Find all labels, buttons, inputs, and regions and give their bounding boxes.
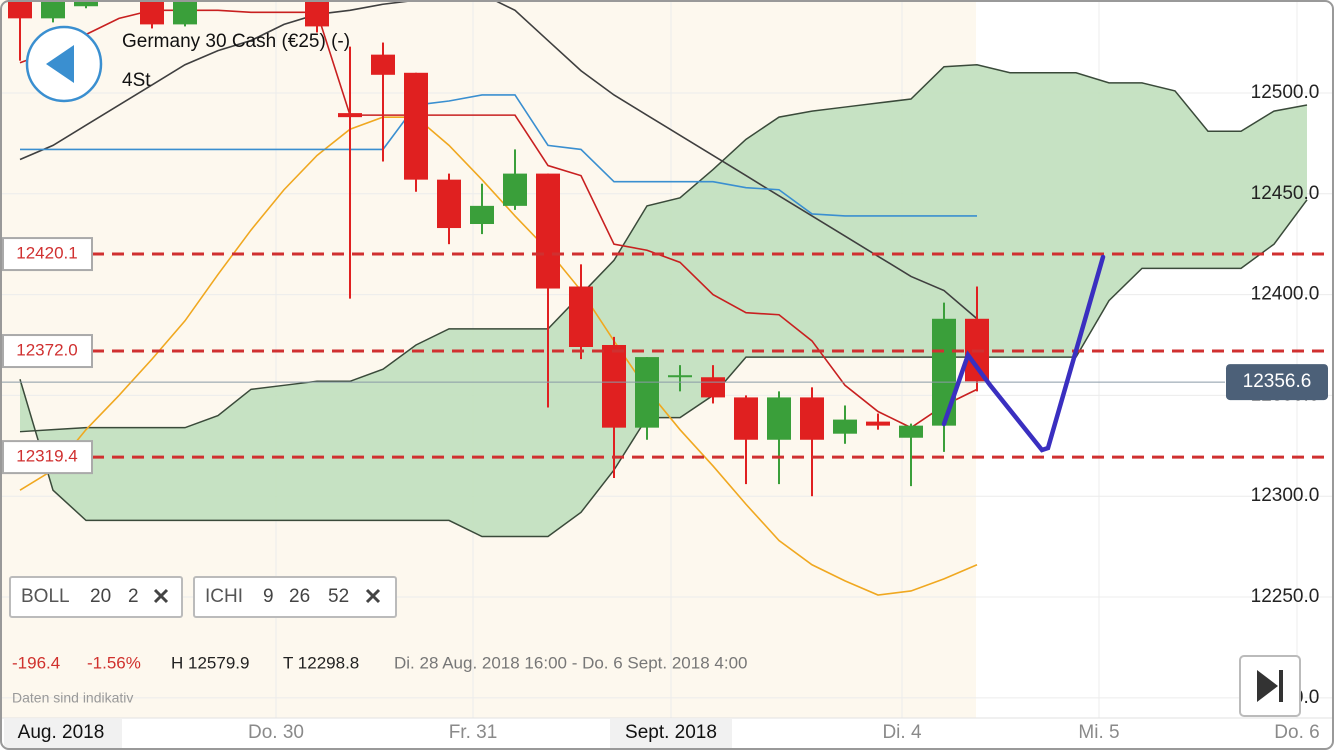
candle-body (140, 0, 164, 25)
candle-body (470, 205, 494, 225)
chip-param: 52 (328, 586, 349, 607)
indicator-chip[interactable]: ICHI 9 26 52 (193, 576, 397, 618)
chip-box (193, 576, 397, 618)
candle-body (338, 113, 362, 118)
jump-icon-bar (1279, 670, 1283, 702)
month-label: Aug. 2018 (18, 722, 105, 743)
chip-param: 9 (263, 586, 274, 607)
chip-param: 2 (128, 586, 139, 607)
user-drawing[interactable] (941, 254, 1106, 453)
x-tick-label: Do. 6 (1274, 722, 1319, 743)
indicator-line (20, 94, 977, 217)
month-label-box (4, 719, 122, 748)
chip-param: 20 (90, 586, 111, 607)
level-label: 12319.4 (16, 447, 77, 466)
level-label-box (2, 334, 93, 369)
instrument-title: Germany 30 Cash (€25) (-) (122, 31, 350, 52)
level-label: 12420.1 (16, 244, 77, 263)
ichimoku-cloud (20, 64, 1307, 537)
change-percent: -1.56% (87, 653, 141, 672)
change: -196.4 (12, 653, 60, 672)
candle-body (899, 425, 923, 438)
level-label-box (2, 440, 93, 475)
chip-close[interactable] (153, 588, 169, 604)
candle-body (536, 173, 560, 289)
timeframe[interactable]: 4St (122, 70, 151, 91)
cloud-layer (19, 63, 1308, 538)
y-tick-label: 12250.0 (1251, 586, 1320, 607)
candle-body (74, 0, 98, 7)
candle-body (173, 0, 197, 25)
level-label: 12372.0 (16, 341, 77, 360)
candle-body (668, 375, 692, 378)
chip-close[interactable] (365, 588, 381, 604)
chip-box (9, 576, 183, 618)
candle-body (800, 397, 824, 440)
y-tick-label: 12400.0 (1251, 284, 1320, 305)
disclaimer: Daten sind indikativ (12, 690, 133, 706)
low: T 12298.8 (283, 653, 359, 672)
level-label-box (2, 237, 93, 272)
y-tick-label: 12300.0 (1251, 485, 1320, 506)
chip-name: ICHI (205, 586, 243, 607)
back-icon (46, 45, 74, 83)
candle-body (371, 54, 395, 75)
y-tick-label: 12500.0 (1251, 82, 1320, 103)
chip-param: 26 (289, 586, 310, 607)
month-label-box (610, 719, 732, 748)
last-price-label: 12356.6 (1243, 371, 1312, 392)
y-axis: 12200.012250.012300.012350.012400.012450… (1226, 82, 1328, 708)
cloud-edge (19, 63, 1308, 433)
chip-name: BOLL (21, 586, 70, 607)
candle-body (866, 421, 890, 426)
date-range: Di. 28 Aug. 2018 16:00 - Do. 6 Sept. 201… (394, 653, 747, 672)
candle-body (503, 173, 527, 206)
x-tick-label: Mi. 5 (1078, 722, 1119, 743)
candle-body (734, 397, 758, 440)
candle-body (41, 0, 65, 19)
candle-body (305, 0, 329, 27)
level-layer: 12420.1 12372.0 12319.4 (0, 237, 1334, 475)
candle-layer (8, 0, 989, 497)
high: H 12579.9 (171, 653, 249, 672)
candle-body (437, 179, 461, 229)
y-tick-label: 12450.0 (1251, 183, 1320, 204)
candle-body (833, 419, 857, 434)
x-tick-label: Fr. 31 (449, 722, 498, 743)
candle-body (635, 357, 659, 428)
candle-body (569, 286, 593, 348)
last-price-box (1226, 364, 1328, 401)
x-tick-label: Do. 30 (248, 722, 304, 743)
cloud-edge (19, 199, 1308, 538)
jump-icon (1257, 670, 1278, 702)
candle-body (767, 397, 791, 440)
indicator-line (19, 0, 978, 320)
candle-body (932, 318, 956, 426)
x-tick-label: Di. 4 (882, 722, 922, 743)
candle-body (404, 72, 428, 180)
candle-body (701, 377, 725, 398)
month-label: Sept. 2018 (625, 722, 717, 743)
candle-body (602, 344, 626, 428)
candle-body (8, 0, 32, 19)
indicator-chip[interactable]: BOLL 20 2 (9, 576, 183, 618)
indicator-line (19, 116, 978, 596)
